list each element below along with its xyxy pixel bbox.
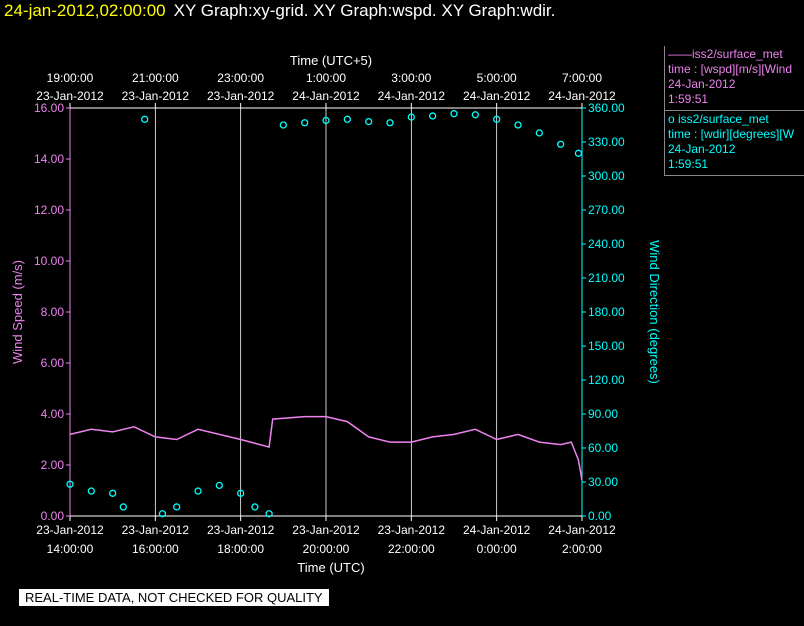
wdir-point: [429, 112, 437, 120]
left-tick-label: 8.00: [41, 305, 65, 319]
legend-line-marker: ——: [668, 47, 692, 61]
right-tick-label: 210.00: [588, 271, 625, 285]
bottom-tick-time: 22:00:00: [388, 542, 435, 556]
wdir-point: [66, 480, 74, 488]
bottom-tick-date: 23-Jan-2012: [36, 523, 104, 537]
wdir-point: [215, 481, 223, 490]
wdir-point: [279, 121, 287, 129]
right-tick-label: 270.00: [588, 203, 625, 217]
right-tick-label: 300.00: [588, 169, 625, 183]
left-tick-label: 4.00: [41, 407, 65, 421]
top-tick-date: 24-Jan-2012: [378, 89, 446, 103]
legend-entry-wdir: o iss2/surface_met time : [wdir][degrees…: [664, 111, 804, 176]
top-tick-time: 21:00:00: [132, 71, 179, 85]
wdir-point: [87, 487, 95, 495]
right-tick-label: 360.00: [588, 101, 625, 115]
tick-labels: 19:00:00 23-Jan-2012 23-Jan-2012 14:00:00 21…: [34, 71, 625, 556]
top-tick-time: 3:00:00: [391, 71, 431, 85]
wdir-point: [237, 489, 245, 497]
wdir-point: [251, 503, 259, 511]
bottom-tick-time: 14:00:00: [47, 542, 94, 556]
wdir-point: [343, 115, 351, 123]
right-tick-label: 150.00: [588, 339, 625, 353]
wdir-point: [158, 510, 167, 518]
top-tick-date: 23-Jan-2012: [36, 89, 104, 103]
wdir-point: [109, 489, 117, 497]
legend: ——iss2/surface_met time : [wspd][m/s][Wi…: [664, 46, 804, 176]
wdir-point: [574, 149, 583, 157]
bottom-tick-date: 23-Jan-2012: [292, 523, 360, 537]
top-tick-date: 24-Jan-2012: [463, 89, 531, 103]
wdir-point: [194, 487, 202, 495]
left-tick-label: 16.00: [34, 101, 64, 115]
wdir-point: [493, 115, 501, 123]
top-tick-time: 5:00:00: [477, 71, 517, 85]
bottom-tick-time: 2:00:00: [562, 542, 602, 556]
right-tick-label: 90.00: [588, 407, 618, 421]
right-tick-label: 240.00: [588, 237, 625, 251]
left-axis-label: Wind Speed (m/s): [10, 260, 25, 364]
wdir-point: [557, 140, 565, 148]
top-tick-date: 24-Jan-2012: [292, 89, 360, 103]
series-layer: [66, 110, 583, 518]
right-tick-label: 60.00: [588, 441, 618, 455]
top-tick-time: 19:00:00: [47, 71, 94, 85]
top-tick-date: 23-Jan-2012: [122, 89, 190, 103]
right-tick-label: 0.00: [588, 509, 612, 523]
wdir-point: [365, 117, 373, 126]
top-tick-time: 7:00:00: [562, 71, 602, 85]
bottom-tick-time: 20:00:00: [303, 542, 350, 556]
left-tick-label: 0.00: [41, 509, 65, 523]
quality-notice: REAL-TIME DATA, NOT CHECKED FOR QUALITY: [19, 589, 329, 606]
left-tick-label: 2.00: [41, 458, 65, 472]
bottom-axis-title: Time (UTC): [297, 560, 364, 575]
bottom-tick-time: 18:00:00: [217, 542, 264, 556]
wspd-series-line: [69, 415, 583, 481]
wdir-point: [119, 503, 127, 511]
top-axis-title: Time (UTC+5): [290, 53, 372, 68]
wdir-point: [322, 116, 330, 125]
bottom-tick-time: 0:00:00: [477, 542, 517, 556]
wdir-point: [407, 113, 415, 121]
right-tick-label: 30.00: [588, 475, 618, 489]
legend-circle-marker: o: [668, 112, 679, 126]
bottom-tick-date: 23-Jan-2012: [207, 523, 275, 537]
wdir-point: [301, 119, 309, 127]
right-tick-label: 180.00: [588, 305, 625, 319]
wdir-point: [535, 129, 543, 137]
right-tick-label: 330.00: [588, 135, 625, 149]
top-tick-date: 24-Jan-2012: [548, 89, 616, 103]
wdir-point: [173, 503, 181, 511]
left-tick-label: 12.00: [34, 203, 64, 217]
top-tick-time: 1:00:00: [306, 71, 346, 85]
left-tick-label: 6.00: [41, 356, 65, 370]
top-tick-time: 23:00:00: [217, 71, 264, 85]
wdir-point: [141, 115, 149, 123]
bottom-tick-date: 24-Jan-2012: [463, 523, 531, 537]
wdir-point: [450, 110, 458, 118]
wdir-point: [514, 121, 522, 129]
window-title: 24-jan-2012,02:00:00 XY Graph:xy-grid. XY…: [4, 1, 555, 21]
legend-entry-wspd: ——iss2/surface_met time : [wspd][m/s][Wi…: [664, 46, 804, 111]
timestamp: 24-jan-2012,02:00:00: [4, 1, 166, 20]
right-axis-label: Wind Direction (degrees): [647, 240, 662, 384]
wdir-point: [386, 119, 394, 127]
graph-list: XY Graph:xy-grid. XY Graph:wspd. XY Grap…: [173, 1, 556, 20]
bottom-tick-time: 16:00:00: [132, 542, 179, 556]
bottom-tick-date: 23-Jan-2012: [378, 523, 446, 537]
bottom-tick-date: 23-Jan-2012: [122, 523, 190, 537]
top-tick-date: 23-Jan-2012: [207, 89, 275, 103]
bottom-tick-date: 24-Jan-2012: [548, 523, 616, 537]
left-tick-label: 10.00: [34, 254, 64, 268]
wdir-point: [265, 510, 273, 518]
right-tick-label: 120.00: [588, 373, 625, 387]
grid-lines: [154, 108, 498, 516]
left-tick-label: 14.00: [34, 152, 64, 166]
wdir-point: [471, 111, 479, 119]
